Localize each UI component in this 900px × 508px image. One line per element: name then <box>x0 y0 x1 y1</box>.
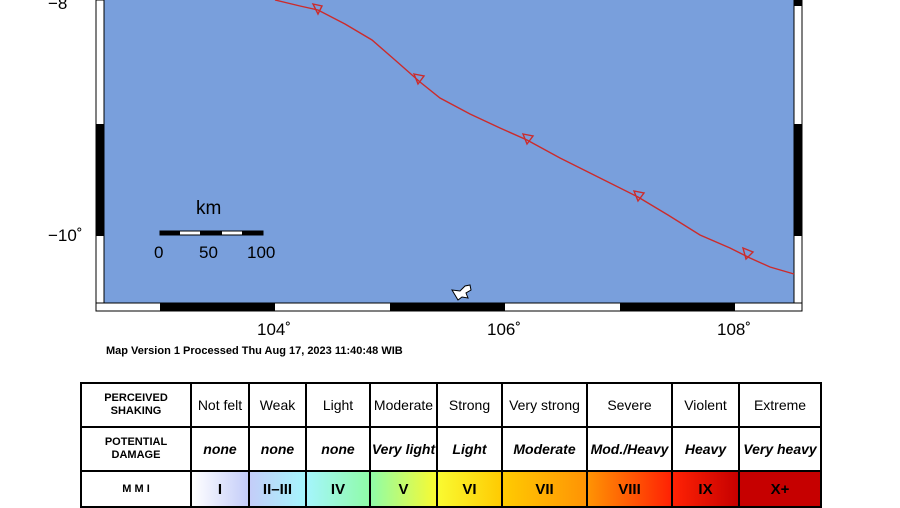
fault-trace <box>274 0 795 275</box>
mmi-row: M M I I II–III IV V VI VII VIII IX X+ <box>80 470 822 508</box>
scale-bar-unit: km <box>196 198 222 219</box>
damage-cell: Very light <box>369 426 438 472</box>
latitude-label-minus-10: −10˚ <box>48 226 83 245</box>
shaking-cell: Very strong <box>501 382 588 428</box>
shaking-cell: Light <box>305 382 371 428</box>
longitude-label-108: 108˚ <box>717 320 752 339</box>
potential-damage-header: POTENTIAL DAMAGE <box>80 426 192 472</box>
scale-bar <box>159 230 264 236</box>
damage-cell: none <box>190 426 250 472</box>
mmi-cell: VIII <box>586 470 673 508</box>
mmi-cell: X+ <box>738 470 822 508</box>
mmi-cell: I <box>190 470 250 508</box>
damage-cell: Light <box>436 426 503 472</box>
mmi-cell: IV <box>305 470 371 508</box>
shaking-cell: Severe <box>586 382 673 428</box>
ocean-area <box>104 0 794 303</box>
scale-tick-0: 0 <box>154 243 164 262</box>
potential-damage-row: POTENTIAL DAMAGE none none none Very lig… <box>80 426 822 472</box>
longitude-label-106: 106˚ <box>487 320 522 339</box>
mmi-cell: V <box>369 470 438 508</box>
damage-cell: none <box>305 426 371 472</box>
shaking-cell: Not felt <box>190 382 250 428</box>
scale-tick-50: 50 <box>199 243 218 262</box>
damage-cell: Very heavy <box>738 426 822 472</box>
longitude-label-104: 104˚ <box>257 320 292 339</box>
intensity-legend-table: PERCEIVED SHAKING Not felt Weak Light Mo… <box>80 382 822 508</box>
mmi-cell: IX <box>671 470 740 508</box>
subduction-teeth <box>311 2 755 261</box>
damage-cell: Moderate <box>501 426 588 472</box>
map-version-text: Map Version 1 Processed Thu Aug 17, 2023… <box>106 345 403 357</box>
perceived-shaking-header: PERCEIVED SHAKING <box>80 382 192 428</box>
damage-cell: none <box>248 426 307 472</box>
shaking-cell: Weak <box>248 382 307 428</box>
latitude-label-minus-8: −8˚ <box>48 0 74 13</box>
island-shape <box>451 284 472 301</box>
intensity-map <box>95 0 803 312</box>
mmi-cell: II–III <box>248 470 307 508</box>
mmi-cell: VII <box>501 470 588 508</box>
shaking-cell: Strong <box>436 382 503 428</box>
shaking-cell: Violent <box>671 382 740 428</box>
shaking-cell: Moderate <box>369 382 438 428</box>
damage-cell: Mod./Heavy <box>586 426 673 472</box>
perceived-shaking-row: PERCEIVED SHAKING Not felt Weak Light Mo… <box>80 382 822 428</box>
map-border <box>95 0 803 312</box>
shaking-cell: Extreme <box>738 382 822 428</box>
mmi-header: M M I <box>80 470 192 508</box>
mmi-cell: VI <box>436 470 503 508</box>
scale-tick-100: 100 <box>247 243 276 262</box>
damage-cell: Heavy <box>671 426 740 472</box>
